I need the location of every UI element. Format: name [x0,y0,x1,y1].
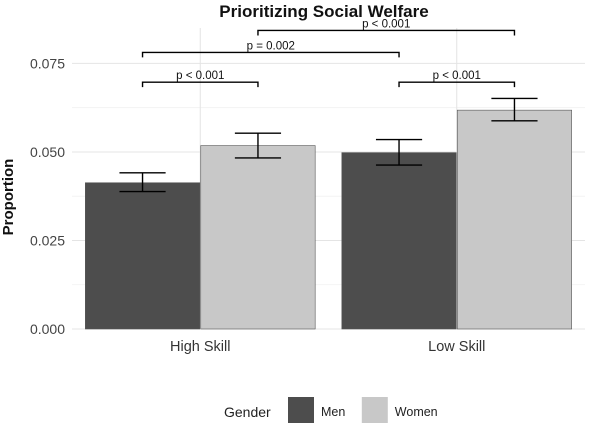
bracket-line [141,81,259,88]
bar-men [85,182,201,330]
y-tick-label: 0.050 [30,144,65,160]
bar-men [341,152,457,330]
error-bar [234,132,282,159]
y-ticks: 0.000 0.025 0.050 0.075 [30,55,65,337]
bracket-line [398,81,516,88]
chart-title: Prioritizing Social Welfare [219,2,428,21]
legend-swatch-women [361,397,388,423]
legend-label: Women [395,405,438,419]
error-bar [375,138,423,166]
legend-title: Gender [224,404,271,420]
y-tick-label: 0.025 [30,232,65,248]
x-tick-label: Low Skill [428,339,485,355]
p-value-label: p = 0.002 [247,40,295,52]
significance-brackets: p < 0.001 p < 0.001 p = 0.002 p < 0.001 [141,18,516,88]
error-bars [119,97,538,193]
error-bar [491,97,538,122]
x-ticks: High Skill Low Skill [170,339,485,355]
error-bar [119,172,166,193]
significance-bracket [141,51,400,58]
legend-label: Men [321,405,345,419]
significance-bracket [257,29,516,36]
p-value-label: p < 0.001 [433,70,481,82]
bracket-line [257,29,516,36]
bracket-line [141,51,400,58]
bar-women [200,145,316,330]
bars [85,109,572,330]
bar-women [456,109,572,330]
legend-swatch-men [288,397,314,423]
y-tick-label: 0.000 [30,321,65,337]
significance-bracket [398,81,516,88]
x-tick-label: High Skill [170,339,230,355]
y-axis-label: Proportion [0,159,17,236]
significance-bracket [141,81,259,88]
p-value-label: p < 0.001 [362,18,410,30]
p-value-label: p < 0.001 [176,70,224,82]
legend: Gender Men Women [224,397,438,423]
y-tick-label: 0.075 [30,55,65,71]
